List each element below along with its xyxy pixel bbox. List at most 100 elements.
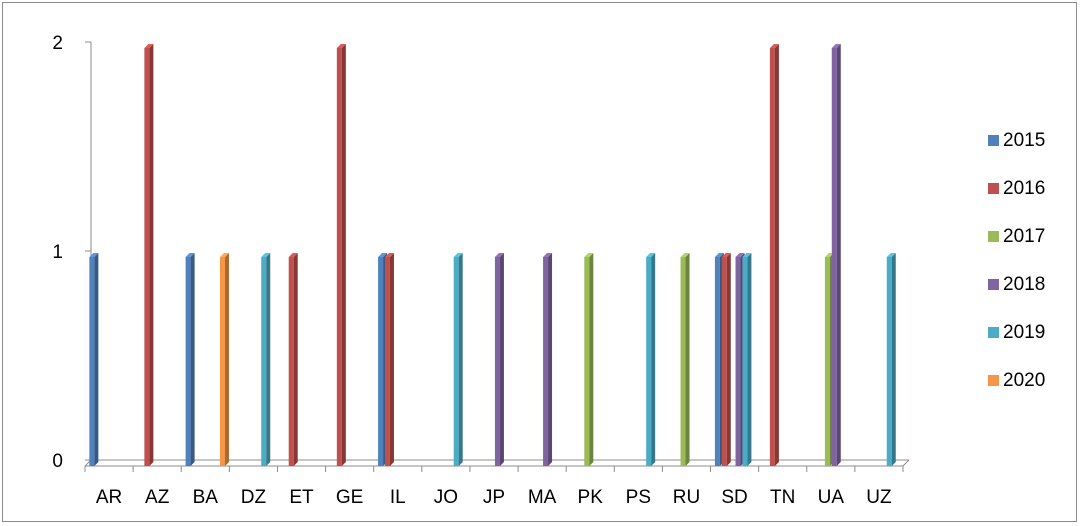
x-tick-label: JO bbox=[434, 487, 458, 508]
x-tick-label: PK bbox=[578, 487, 604, 508]
bar-front bbox=[384, 257, 390, 466]
bar bbox=[831, 44, 841, 466]
bar bbox=[646, 253, 656, 466]
bar-side bbox=[149, 44, 154, 466]
bar-front bbox=[185, 257, 191, 466]
bar-top bbox=[89, 253, 99, 257]
x-tick-label: AR bbox=[96, 487, 122, 508]
bar bbox=[543, 253, 553, 466]
bar-top bbox=[336, 44, 346, 48]
x-tick-label: UZ bbox=[866, 487, 892, 508]
x-tick-label: UA bbox=[818, 487, 845, 508]
bar-front bbox=[742, 257, 748, 466]
y-tick-label: 0 bbox=[52, 451, 63, 472]
bar-front bbox=[261, 257, 267, 466]
bar-front bbox=[494, 257, 500, 466]
bar bbox=[584, 253, 594, 466]
legend-label: 2016 bbox=[1003, 178, 1045, 199]
bar-side bbox=[293, 253, 298, 466]
y-tick-label: 2 bbox=[52, 33, 63, 54]
x-tick-label: MA bbox=[528, 487, 557, 508]
bar-front bbox=[378, 257, 384, 466]
bar-top bbox=[219, 253, 229, 257]
bar bbox=[261, 253, 271, 466]
legend-label: 2018 bbox=[1003, 274, 1045, 295]
x-tick-label: IL bbox=[390, 487, 406, 508]
x-tick-label: ET bbox=[289, 487, 314, 508]
bar-top bbox=[384, 253, 394, 257]
bar bbox=[680, 253, 690, 466]
x-tick-label: JP bbox=[483, 487, 505, 508]
bar-top bbox=[378, 253, 388, 257]
x-tick-label: DZ bbox=[241, 487, 267, 508]
bar-front bbox=[144, 48, 150, 466]
bar-front bbox=[453, 257, 459, 466]
bar-side bbox=[224, 253, 229, 466]
floor-right-edge bbox=[902, 459, 910, 467]
bar bbox=[89, 253, 99, 466]
legend-swatch bbox=[988, 327, 999, 338]
legend-label: 2015 bbox=[1003, 130, 1045, 151]
legend-swatch bbox=[988, 183, 999, 194]
bar bbox=[144, 44, 154, 466]
bar-top bbox=[824, 253, 834, 257]
bar-side bbox=[836, 44, 841, 466]
bar bbox=[453, 253, 463, 466]
bar-top bbox=[646, 253, 656, 257]
bar bbox=[384, 253, 394, 466]
bar-top bbox=[144, 44, 154, 48]
bar-side bbox=[548, 253, 553, 466]
bar-side bbox=[891, 253, 896, 466]
bar-side bbox=[458, 253, 463, 466]
x-tick-label: TN bbox=[770, 487, 795, 508]
bar-top bbox=[288, 253, 298, 257]
bar-front bbox=[336, 48, 342, 466]
bar bbox=[185, 253, 195, 466]
bar-front bbox=[584, 257, 590, 466]
bar bbox=[288, 253, 298, 466]
bar-front bbox=[714, 257, 720, 466]
bar-side bbox=[589, 253, 594, 466]
bar-top bbox=[453, 253, 463, 257]
bar-front bbox=[886, 257, 892, 466]
x-tick-label: AZ bbox=[145, 487, 170, 508]
bar bbox=[769, 44, 779, 466]
y-tick-label: 1 bbox=[52, 242, 63, 263]
bar-top bbox=[261, 253, 271, 257]
bar-front bbox=[288, 257, 294, 466]
bar-top bbox=[735, 253, 745, 257]
x-tick-label: BA bbox=[193, 487, 219, 508]
bar-top bbox=[831, 44, 841, 48]
bar-front bbox=[680, 257, 686, 466]
bar-side bbox=[266, 253, 271, 466]
x-tick-label: GE bbox=[336, 487, 363, 508]
bar-front bbox=[721, 257, 727, 466]
bar-front bbox=[831, 48, 837, 466]
bar-side bbox=[190, 253, 195, 466]
bar-top bbox=[584, 253, 594, 257]
legend-swatch bbox=[988, 279, 999, 290]
bar-front bbox=[735, 257, 741, 466]
bar bbox=[721, 253, 731, 466]
bar-side bbox=[685, 253, 690, 466]
bar bbox=[219, 253, 229, 466]
bar-side bbox=[774, 44, 779, 466]
bar-side bbox=[651, 253, 656, 466]
bar-side bbox=[389, 253, 394, 466]
bar-front bbox=[646, 257, 652, 466]
bar-side bbox=[341, 44, 346, 466]
bar-top bbox=[543, 253, 553, 257]
legend-label: 2020 bbox=[1003, 370, 1045, 391]
bar-front bbox=[89, 257, 95, 466]
bar-top bbox=[714, 253, 724, 257]
bar-side bbox=[94, 253, 99, 466]
bar-front bbox=[219, 257, 225, 466]
x-tick-label: PS bbox=[626, 487, 651, 508]
bar-side bbox=[726, 253, 731, 466]
legend-label: 2019 bbox=[1003, 322, 1045, 343]
bar-top bbox=[721, 253, 731, 257]
bar-top bbox=[680, 253, 690, 257]
x-tick-label: RU bbox=[673, 487, 700, 508]
